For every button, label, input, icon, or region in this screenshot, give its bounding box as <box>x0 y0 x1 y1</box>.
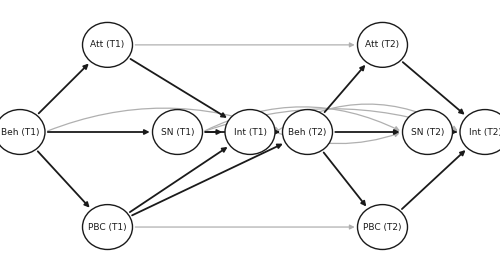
Text: PBC (T2): PBC (T2) <box>363 223 402 232</box>
Ellipse shape <box>152 110 202 154</box>
Ellipse shape <box>460 110 500 154</box>
Ellipse shape <box>82 205 132 249</box>
Text: Beh (T2): Beh (T2) <box>288 128 327 136</box>
Text: SN (T2): SN (T2) <box>411 128 444 136</box>
Text: Att (T1): Att (T1) <box>90 40 124 49</box>
Text: Beh (T1): Beh (T1) <box>1 128 39 136</box>
Ellipse shape <box>358 205 408 249</box>
Ellipse shape <box>0 110 45 154</box>
Text: SN (T1): SN (T1) <box>161 128 194 136</box>
Ellipse shape <box>225 110 275 154</box>
Text: Int (T1): Int (T1) <box>234 128 266 136</box>
Text: PBC (T1): PBC (T1) <box>88 223 127 232</box>
Ellipse shape <box>82 22 132 67</box>
Text: Att (T2): Att (T2) <box>366 40 400 49</box>
Text: Int (T2): Int (T2) <box>468 128 500 136</box>
Ellipse shape <box>358 22 408 67</box>
Ellipse shape <box>282 110 333 154</box>
Ellipse shape <box>402 110 452 154</box>
